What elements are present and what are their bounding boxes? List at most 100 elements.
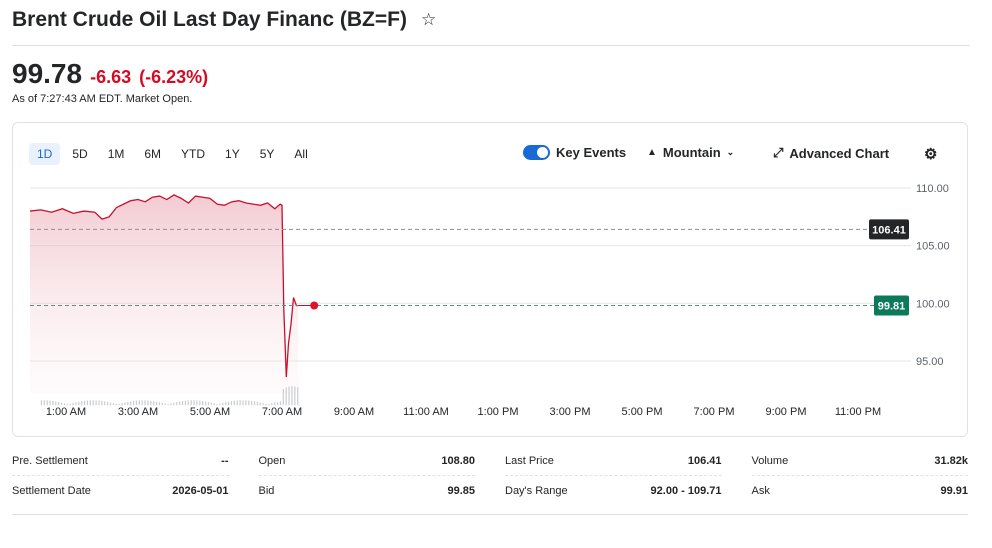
volume-bar bbox=[170, 403, 172, 406]
range-tab-5y[interactable]: 5Y bbox=[259, 147, 275, 161]
volume-bar bbox=[58, 402, 60, 406]
stat-value: 92.00 - 109.71 bbox=[650, 485, 722, 497]
x-tick-label: 9:00 AM bbox=[334, 406, 374, 418]
stat-label: Ask bbox=[751, 485, 770, 497]
volume-bar bbox=[173, 402, 175, 406]
volume-bar bbox=[253, 401, 256, 406]
stat-value: 106.41 bbox=[687, 454, 722, 467]
key-events-toggle[interactable]: Key Events bbox=[523, 145, 626, 160]
volume-bar bbox=[248, 400, 250, 406]
stat-label: Open bbox=[258, 454, 286, 467]
range-tab-1d[interactable]: 1D bbox=[29, 143, 61, 165]
volume-bar bbox=[144, 400, 146, 406]
range-tab-all[interactable]: All bbox=[294, 147, 308, 161]
stat-label: Volume bbox=[751, 454, 789, 467]
price-change-pct: (-6.23%) bbox=[139, 67, 209, 87]
volume-bar bbox=[63, 403, 66, 406]
volume-bar bbox=[251, 400, 253, 406]
range-tab-1m[interactable]: 1M bbox=[107, 147, 125, 161]
chart-type-label: Mountain bbox=[662, 145, 721, 160]
settings-gear-icon[interactable]: ⚙ bbox=[924, 146, 938, 163]
volume-bar bbox=[193, 400, 195, 406]
stat-label: Bid bbox=[258, 485, 275, 497]
volume-bar bbox=[222, 402, 224, 406]
stat-value: 31.82k bbox=[934, 454, 968, 467]
volume-bar bbox=[141, 400, 143, 406]
volume-bar bbox=[121, 403, 123, 406]
volume-bar bbox=[89, 400, 91, 406]
volume-bar bbox=[196, 400, 198, 406]
stat-row: Ask 99.91 bbox=[752, 476, 969, 506]
y-tick-label: 95.00 bbox=[916, 356, 944, 368]
key-events-label: Key Events bbox=[556, 145, 627, 160]
volume-bar bbox=[239, 400, 241, 406]
volume-bar bbox=[135, 400, 138, 406]
volume-bar bbox=[81, 401, 83, 406]
volume-bar bbox=[213, 403, 215, 406]
volume-bar bbox=[204, 401, 207, 406]
volume-bar bbox=[242, 400, 244, 406]
current-price-label: 99.81 bbox=[878, 300, 906, 312]
volume-bar bbox=[297, 387, 299, 406]
volume-bar bbox=[107, 401, 109, 406]
toggle-switch[interactable] bbox=[523, 145, 550, 160]
chevron-down-icon: ⌄ bbox=[726, 147, 735, 157]
stats-column: Pre. Settlement -- Settlement Date 2026-05-… bbox=[12, 446, 229, 506]
volume-bar bbox=[262, 403, 264, 406]
volume-bar bbox=[161, 402, 163, 406]
range-tab-5d[interactable]: 5D bbox=[72, 147, 88, 161]
volume-bar bbox=[86, 400, 89, 406]
x-tick-label: 7:00 AM bbox=[262, 406, 302, 418]
quote-stats: Pre. Settlement -- Settlement Date 2026-05-… bbox=[12, 446, 968, 506]
volume-bar bbox=[132, 400, 135, 406]
page-title: Brent Crude Oil Last Day Financ (BZ=F) ☆ bbox=[12, 8, 436, 32]
quote-price: 99.78 -6.63 (-6.23%) bbox=[12, 58, 208, 90]
volume-bar bbox=[184, 400, 186, 406]
volume-bar bbox=[291, 386, 293, 406]
volume-bar bbox=[52, 400, 54, 406]
volume-bar bbox=[276, 401, 279, 406]
volume-bar bbox=[294, 386, 296, 406]
volume-bar bbox=[228, 401, 230, 406]
chart-type-dropdown[interactable]: ▲ Mountain ⌄ bbox=[647, 145, 734, 160]
range-tab-1y[interactable]: 1Y bbox=[225, 147, 240, 161]
volume-bar bbox=[40, 400, 42, 406]
volume-bar bbox=[124, 402, 126, 406]
volume-bar bbox=[69, 403, 71, 406]
x-tick-label: 1:00 PM bbox=[478, 406, 519, 418]
volume-bar bbox=[153, 401, 155, 406]
stat-row: Pre. Settlement -- bbox=[12, 446, 229, 476]
volume-bar bbox=[233, 400, 235, 406]
range-tab-6m[interactable]: 6M bbox=[144, 147, 162, 161]
stats-column: Volume 31.82k Ask 99.91 bbox=[751, 446, 969, 506]
stat-value: -- bbox=[221, 454, 229, 467]
volume-bar bbox=[115, 403, 117, 406]
volume-bar bbox=[285, 387, 287, 406]
divider bbox=[12, 514, 968, 515]
advanced-chart-label: Advanced Chart bbox=[789, 145, 890, 161]
price-change: -6.63 bbox=[90, 67, 132, 87]
stat-value: 2026-05-01 bbox=[172, 485, 229, 497]
star-icon[interactable]: ☆ bbox=[420, 10, 437, 29]
advanced-chart-button[interactable]: ⤢ Advanced Chart bbox=[773, 145, 889, 161]
volume-bar bbox=[210, 402, 212, 406]
as-of-text: As of 7:27:43 AM EDT. Market Open. bbox=[12, 93, 193, 105]
stat-row: Day's Range 92.00 - 109.71 bbox=[505, 476, 722, 506]
volume-bar bbox=[150, 400, 152, 406]
volume-bar bbox=[236, 400, 238, 406]
range-tabs: 1D 5D 1M 6M YTD 1Y 5Y All bbox=[29, 143, 316, 165]
x-tick-label: 7:00 PM bbox=[694, 406, 735, 418]
price-chart[interactable]: 110.00 105.00 100.00 95.00 1:00 AM 3:00 AM 5:0… bbox=[13, 123, 969, 438]
range-tab-ytd[interactable]: YTD bbox=[181, 147, 206, 161]
volume-bar bbox=[190, 400, 192, 406]
volume-bar bbox=[84, 400, 86, 406]
volume-bar bbox=[164, 403, 166, 406]
x-tick-label: 3:00 PM bbox=[550, 406, 591, 418]
volume-bar bbox=[60, 402, 63, 406]
volume-bar bbox=[181, 401, 184, 406]
volume-bar bbox=[158, 402, 161, 406]
stat-row: Settlement Date 2026-05-01 bbox=[12, 476, 229, 506]
stats-column: Last Price 106.41 Day's Range 92.00 - 109.7… bbox=[505, 446, 722, 506]
price-value: 99.78 bbox=[12, 58, 83, 89]
volume-bar bbox=[245, 400, 247, 406]
